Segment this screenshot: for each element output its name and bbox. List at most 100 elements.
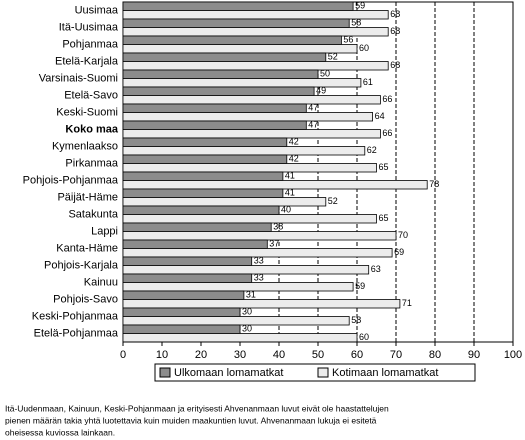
value-label: 62 [367, 145, 377, 155]
value-label: 65 [379, 213, 389, 223]
legend-swatch [159, 367, 171, 378]
value-label: 30 [242, 324, 252, 334]
x-tick-label: 50 [312, 349, 324, 361]
bar [122, 1, 354, 11]
value-label: 40 [281, 205, 291, 215]
y-tick-label: Keski-Suomi [56, 106, 118, 118]
bar [122, 112, 374, 122]
bar [122, 248, 393, 258]
y-tick-label: Pirkanmaa [65, 157, 118, 169]
bar [122, 214, 377, 224]
x-tick-label: 60 [351, 349, 363, 361]
bar [122, 69, 319, 79]
x-tick-label: 10 [156, 349, 168, 361]
value-label: 33 [254, 256, 264, 266]
value-label: 68 [390, 26, 400, 36]
value-label: 68 [390, 9, 400, 19]
value-label: 58 [351, 18, 361, 28]
value-label: 41 [285, 188, 295, 198]
bar [122, 333, 358, 343]
value-label: 42 [289, 137, 299, 147]
x-tick-label: 100 [504, 349, 522, 361]
bar [122, 44, 358, 54]
bar [122, 137, 288, 147]
y-tick-label: Kymenlaakso [52, 140, 118, 152]
y-tick-label: Kanta-Häme [56, 242, 118, 254]
value-label: 66 [382, 94, 392, 104]
value-label: 31 [246, 290, 256, 300]
value-label: 65 [379, 162, 389, 172]
value-label: 63 [371, 264, 381, 274]
y-tick-label: Uusimaa [75, 4, 119, 16]
legend-label: Kotimaan lomamatkat [332, 367, 438, 379]
bar [122, 256, 253, 266]
value-label: 59 [355, 281, 365, 291]
y-tick-label: Pohjois-Savo [53, 293, 118, 305]
value-label: 61 [363, 77, 373, 87]
value-label: 33 [254, 273, 264, 283]
bar [122, 35, 342, 45]
value-label: 38 [273, 222, 283, 232]
bar [122, 307, 241, 317]
bar [122, 18, 350, 28]
bar [122, 231, 397, 241]
y-tick-label: Kainuu [84, 276, 118, 288]
bar [122, 316, 350, 326]
value-label: 70 [398, 230, 408, 240]
bar [122, 324, 241, 334]
y-tick-label: Itä-Uusimaa [59, 21, 119, 33]
bar [122, 52, 327, 62]
value-label: 30 [242, 307, 252, 317]
value-label: 56 [343, 35, 353, 45]
y-tick-label: Varsinais-Suomi [39, 72, 118, 84]
value-label: 52 [328, 196, 338, 206]
legend-label: Ulkomaan lomamatkat [174, 367, 283, 379]
value-label: 68 [390, 60, 400, 70]
x-tick-label: 40 [273, 349, 285, 361]
value-label: 60 [359, 332, 369, 342]
bar [122, 129, 381, 139]
bar [122, 163, 377, 173]
value-label: 37 [269, 239, 279, 249]
value-label: 52 [328, 52, 338, 62]
x-tick-label: 20 [195, 349, 207, 361]
value-label: 66 [382, 128, 392, 138]
bar [122, 95, 381, 105]
value-label: 41 [285, 171, 295, 181]
value-label: 58 [351, 315, 361, 325]
x-tick-label: 90 [468, 349, 480, 361]
y-tick-label: Satakunta [68, 208, 118, 220]
x-tick-label: 80 [429, 349, 441, 361]
bar [122, 171, 284, 181]
y-tick-label: Pohjois-Pohjanmaa [23, 174, 119, 186]
bar [122, 282, 354, 292]
value-label: 47 [308, 103, 318, 113]
value-label: 60 [359, 43, 369, 53]
bar [122, 205, 280, 215]
y-tick-label: Etelä-Karjala [55, 55, 119, 67]
note: oheisessa kuviossa lainkaan. [5, 427, 115, 437]
y-tick-label: Pohjanmaa [62, 38, 119, 50]
bar [122, 10, 389, 20]
value-label: 49 [316, 86, 326, 96]
value-label: 78 [429, 179, 439, 189]
note: Itä-Uudenmaan, Kainuun, Keski-Pohjanmaan… [5, 403, 389, 413]
bar [122, 103, 307, 113]
x-tick-label: 0 [120, 349, 126, 361]
value-label: 50 [320, 69, 330, 79]
bar [122, 239, 268, 249]
y-tick-label: Pohjois-Karjala [44, 259, 119, 271]
note: pienen määrän takia yhtä luotettavia kui… [5, 415, 377, 425]
y-tick-label: Koko maa [65, 123, 118, 135]
bar [122, 86, 315, 96]
bar [122, 146, 366, 156]
value-label: 47 [308, 120, 318, 130]
bar [122, 188, 284, 198]
value-label: 64 [375, 111, 385, 121]
bar [122, 154, 288, 164]
value-label: 42 [289, 154, 299, 164]
x-tick-label: 30 [234, 349, 246, 361]
bar [122, 180, 428, 190]
bar [122, 120, 307, 130]
